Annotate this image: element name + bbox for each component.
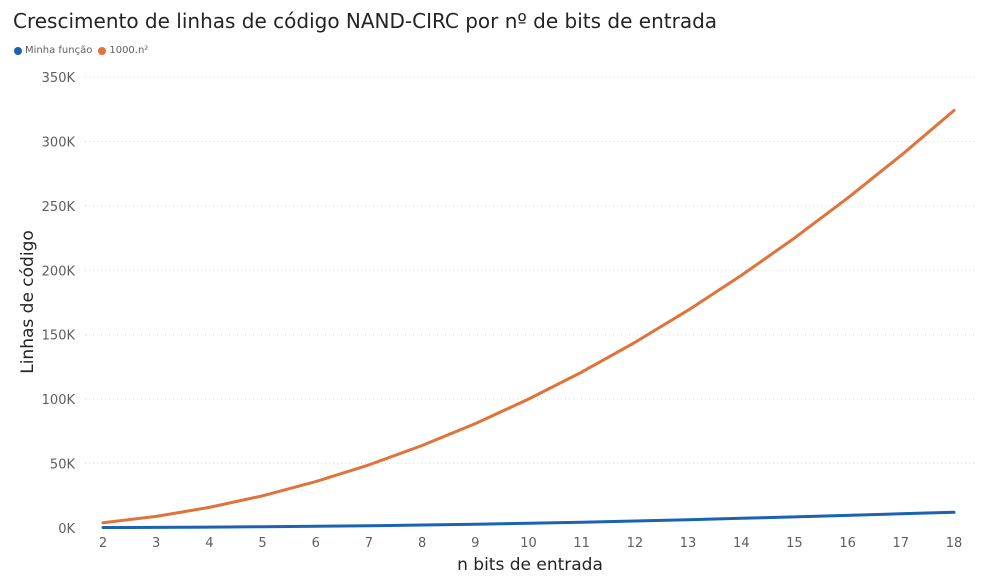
x-tick-label: 5 — [258, 536, 266, 551]
y-tick-label: 100K — [42, 393, 76, 408]
legend-label-series-1: Minha função — [25, 45, 93, 56]
x-tick-label: 17 — [893, 536, 910, 551]
x-tick-label: 16 — [839, 536, 856, 551]
x-tick-label: 7 — [365, 536, 373, 551]
x-tick-label: 4 — [205, 536, 213, 551]
y-tick-label: 50K — [50, 458, 76, 473]
series-line-1 — [101, 510, 956, 529]
y-tick-label: 250K — [42, 200, 76, 215]
x-tick-label: 9 — [471, 536, 479, 551]
y-tick-label: 0K — [58, 522, 75, 537]
legend-label-series-2: 1000.n² — [109, 45, 149, 56]
x-tick-label: 11 — [573, 536, 590, 551]
x-tick-label: 15 — [786, 536, 803, 551]
x-tick-label: 8 — [418, 536, 426, 551]
y-tick-label: 350K — [42, 71, 76, 86]
legend-item-series-2[interactable]: 1000.n² — [98, 45, 148, 56]
x-tick-label: 12 — [627, 536, 644, 551]
series-line-2 — [101, 109, 956, 525]
legend-marker-series-1 — [14, 46, 22, 55]
y-tick-label: 300K — [42, 135, 76, 150]
x-tick-label: 3 — [152, 536, 160, 551]
x-tick-label: 2 — [99, 536, 107, 551]
chart-title: Crescimento de linhas de código NAND-CIR… — [13, 9, 718, 33]
x-tick-label: 6 — [312, 536, 320, 551]
x-tick-label: 10 — [520, 536, 537, 551]
x-tick-label: 14 — [733, 536, 750, 551]
y-tick-label: 200K — [42, 264, 76, 279]
legend: Minha função 1000.n² — [14, 45, 154, 56]
legend-item-series-1[interactable]: Minha função — [14, 45, 92, 56]
x-tick-label: 18 — [946, 536, 963, 551]
y-tick-label: 150K — [42, 329, 76, 344]
legend-marker-series-2 — [98, 46, 107, 55]
x-tick-label: 13 — [680, 536, 697, 551]
x-axis-label: n bits de entrada — [457, 555, 603, 575]
